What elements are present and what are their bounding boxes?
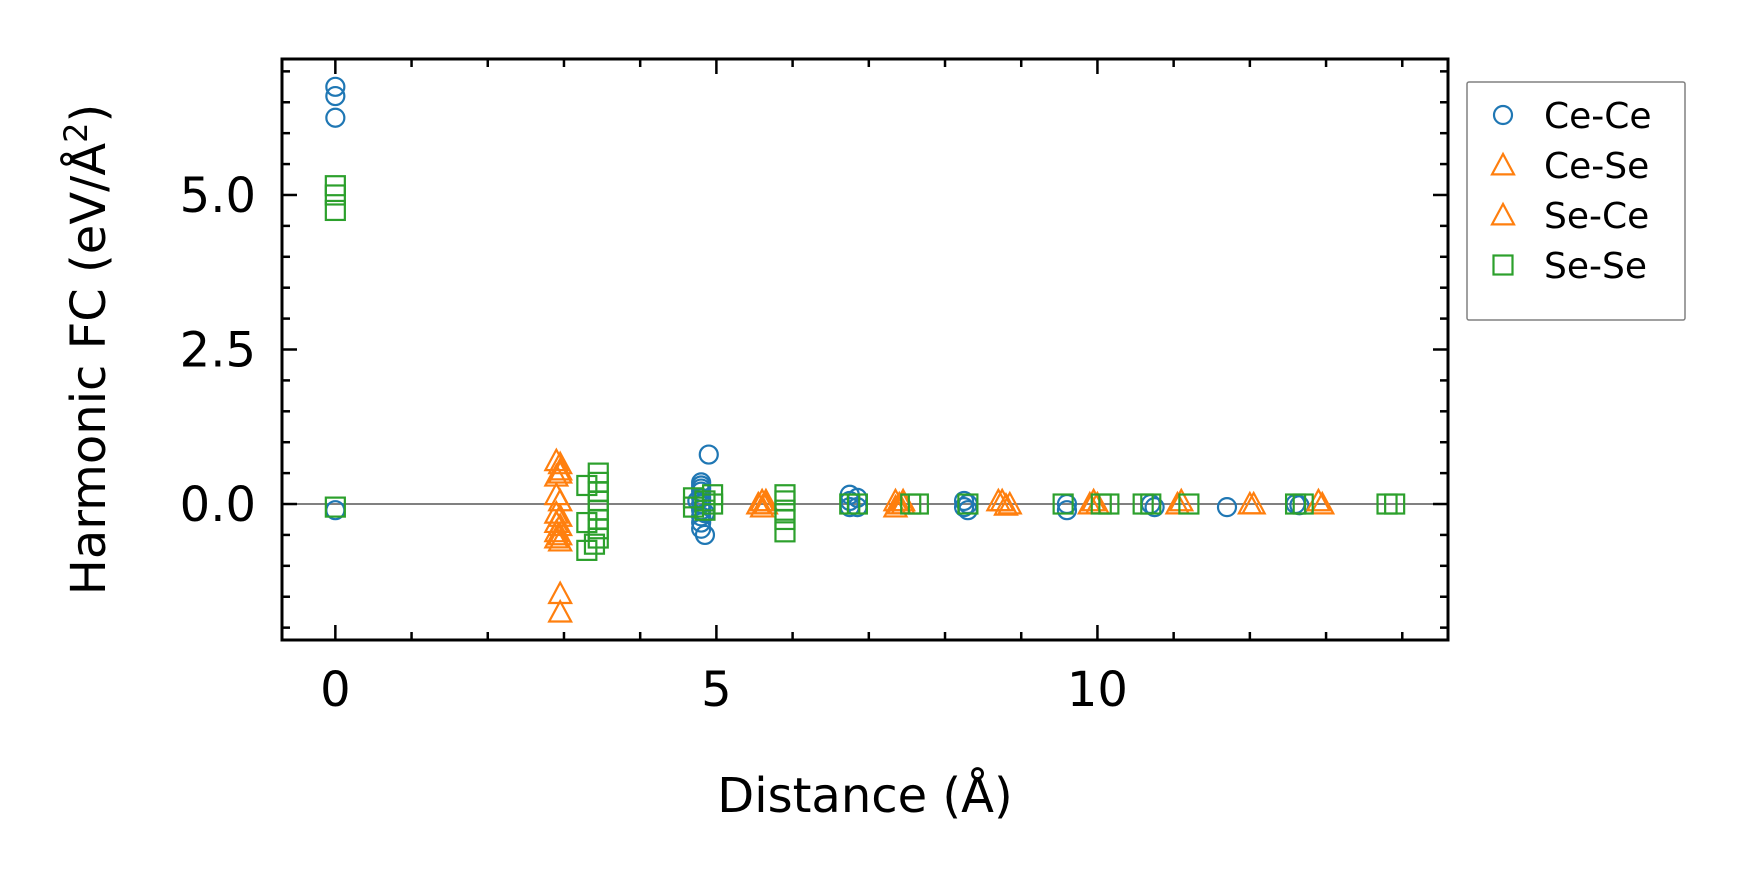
- data-point: [953, 497, 975, 518]
- data-point: [1056, 500, 1078, 521]
- data-point: [325, 107, 346, 128]
- data-point: [1098, 493, 1120, 515]
- legend-item: Ce-Se: [1490, 146, 1649, 187]
- data-point: [694, 499, 716, 521]
- data-point: [1384, 493, 1406, 515]
- axis-ticks: 0 5 10 0.0 2.5 5.0: [180, 59, 1448, 718]
- data-point: [694, 524, 716, 546]
- data-point: [701, 493, 724, 515]
- data-point: [953, 490, 975, 512]
- data-point: [547, 598, 574, 623]
- data-point: [985, 487, 1012, 512]
- series-se-se: [324, 175, 1406, 561]
- data-point: [774, 521, 796, 543]
- data-point: [753, 487, 779, 512]
- data-point: [1140, 493, 1162, 515]
- x-tick-label: 10: [1067, 662, 1128, 718]
- y-axis-label-main: Harmonic FC (eV/Å: [60, 143, 117, 596]
- data-point: [324, 496, 346, 518]
- data-point: [957, 493, 979, 515]
- data-point: [576, 539, 598, 561]
- data-point: [846, 493, 868, 515]
- x-tick-label: 0: [320, 662, 351, 718]
- data-point: [1052, 493, 1074, 515]
- data-point: [547, 521, 574, 546]
- y-axis-label-superscript: 2: [57, 122, 95, 142]
- data-point: [1164, 490, 1191, 515]
- y-tick-label: 2.5: [180, 323, 256, 379]
- legend-marker: [1490, 201, 1516, 226]
- data-point: [1216, 497, 1238, 518]
- legend-item: Se-Se: [1492, 246, 1647, 287]
- legend-label: Se-Ce: [1544, 196, 1649, 237]
- data-point: [576, 474, 598, 497]
- data-point: [1237, 490, 1263, 515]
- data-point: [1168, 487, 1195, 512]
- data-point: [993, 491, 1019, 516]
- data-point: [324, 184, 346, 206]
- legend-box: [1466, 81, 1686, 321]
- data-point: [587, 527, 609, 549]
- series-ce-se: [547, 450, 1336, 623]
- y-tick-label: 0.0: [180, 477, 256, 533]
- data-point: [745, 490, 772, 515]
- y-axis-label: Harmonic FC (eV/Å2): [57, 104, 117, 596]
- legend-marker: [1492, 104, 1514, 126]
- data-point: [325, 85, 346, 107]
- y-tick-label: 5.0: [180, 168, 256, 224]
- data-point: [1309, 490, 1336, 515]
- data-point: [325, 76, 346, 97]
- data-point: [907, 493, 929, 515]
- legend-item: Se-Ce: [1490, 196, 1649, 237]
- data-point: [543, 518, 570, 543]
- legend-marker: [1490, 151, 1516, 176]
- data-point: [547, 459, 574, 484]
- data-point: [996, 490, 1023, 515]
- data-point: [576, 511, 598, 534]
- data-point: [691, 512, 712, 533]
- data-points: [324, 76, 1406, 623]
- data-point: [1144, 497, 1165, 518]
- data-point: [324, 199, 346, 222]
- axes-frame: [280, 57, 1450, 642]
- series-se-ce: [543, 447, 1332, 549]
- legend-label: Se-Se: [1544, 246, 1647, 287]
- legend-label: Ce-Se: [1544, 146, 1649, 187]
- series-ce-ce: [325, 76, 1310, 546]
- data-point: [543, 447, 570, 472]
- data-point: [886, 490, 913, 515]
- data-point: [583, 533, 606, 555]
- data-point: [1292, 493, 1314, 515]
- x-tick-label: 5: [701, 662, 732, 718]
- legend-item: Ce-Ce: [1492, 96, 1652, 137]
- data-point: [543, 509, 570, 534]
- legend: Ce-Ce Ce-Se Se-Ce Se-Se: [1466, 81, 1686, 321]
- data-point: [543, 524, 570, 549]
- data-point: [1178, 493, 1200, 515]
- x-axis-label: Distance (Å): [717, 767, 1012, 824]
- data-point: [774, 508, 796, 531]
- legend-marker: [1492, 254, 1514, 276]
- legend-label: Ce-Ce: [1544, 96, 1652, 137]
- data-point: [698, 444, 719, 465]
- y-axis-label-close: ): [61, 104, 117, 123]
